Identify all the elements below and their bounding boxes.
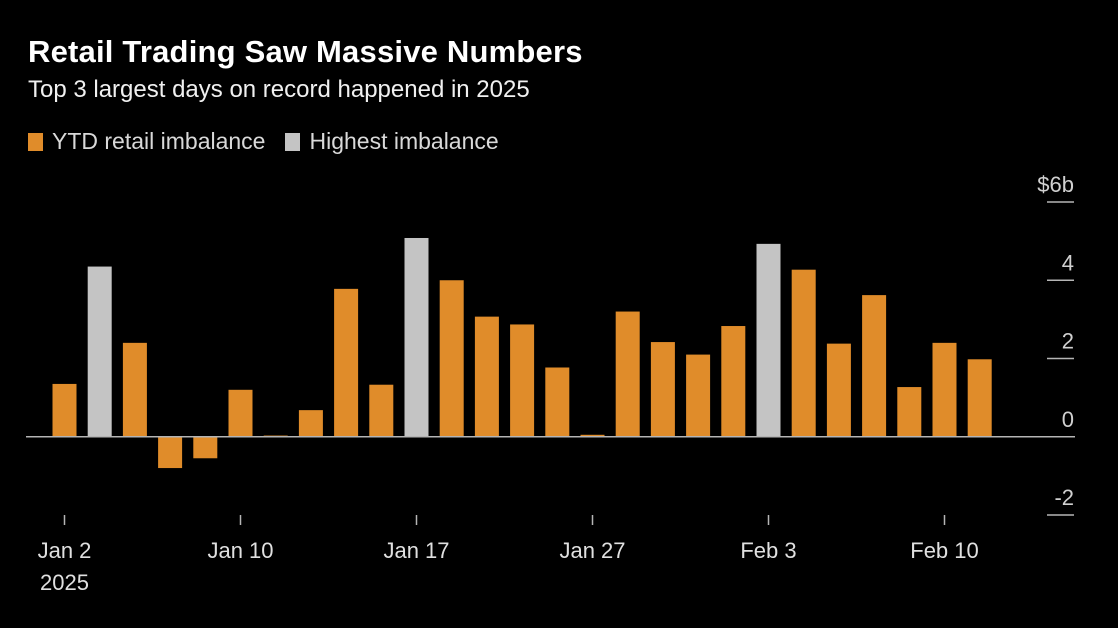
chart-title: Retail Trading Saw Massive Numbers: [28, 34, 583, 69]
bar: [545, 367, 570, 437]
bar: [791, 269, 816, 437]
legend: YTD retail imbalance Highest imbalance: [28, 128, 519, 155]
bar: [932, 342, 957, 437]
bar: [650, 342, 675, 437]
y-tick-label: -2: [1054, 485, 1074, 510]
chart-subtitle: Top 3 largest days on record happened in…: [28, 76, 530, 103]
legend-label-retail: YTD retail imbalance: [52, 128, 266, 154]
legend-item-retail: YTD retail imbalance: [28, 128, 265, 155]
x-tick-label: Feb 10: [910, 538, 979, 563]
x-tick-label: Jan 17: [383, 538, 449, 563]
y-tick-label: 0: [1062, 407, 1074, 432]
bar: [826, 343, 851, 437]
bar: [439, 280, 464, 437]
highlight-bar: [87, 266, 112, 437]
bar: [193, 436, 218, 459]
bar: [52, 383, 77, 437]
highlight-bar: [404, 237, 429, 437]
bar: [510, 324, 535, 437]
bar: [615, 311, 640, 437]
y-tick-label: 2: [1062, 329, 1074, 354]
legend-item-highest: Highest imbalance: [285, 128, 499, 155]
legend-label-highest: Highest imbalance: [309, 128, 499, 154]
bar: [686, 354, 711, 437]
bar: [862, 295, 887, 437]
x-tick-label: Jan 27: [559, 538, 625, 563]
bar: [967, 359, 992, 437]
bar: [721, 326, 746, 437]
x-tick-label: Feb 3: [740, 538, 796, 563]
legend-swatch-retail: [28, 132, 43, 151]
y-tick-label: 4: [1062, 250, 1074, 275]
bar: [122, 342, 147, 437]
bar: [897, 387, 922, 437]
legend-swatch-highest: [285, 132, 301, 151]
bar: [474, 316, 499, 437]
y-tick-label: $6b: [1037, 172, 1074, 197]
bar: [580, 434, 605, 437]
bar: [334, 288, 359, 437]
x-tick-label: Jan 10: [207, 538, 273, 563]
x-tick-sublabel: 2025: [40, 570, 89, 595]
bar: [369, 384, 394, 437]
bar: [298, 410, 323, 437]
x-tick-label: Jan 2: [38, 538, 92, 563]
bar: [158, 436, 183, 469]
highlight-bar: [756, 243, 781, 437]
bar: [228, 389, 253, 437]
